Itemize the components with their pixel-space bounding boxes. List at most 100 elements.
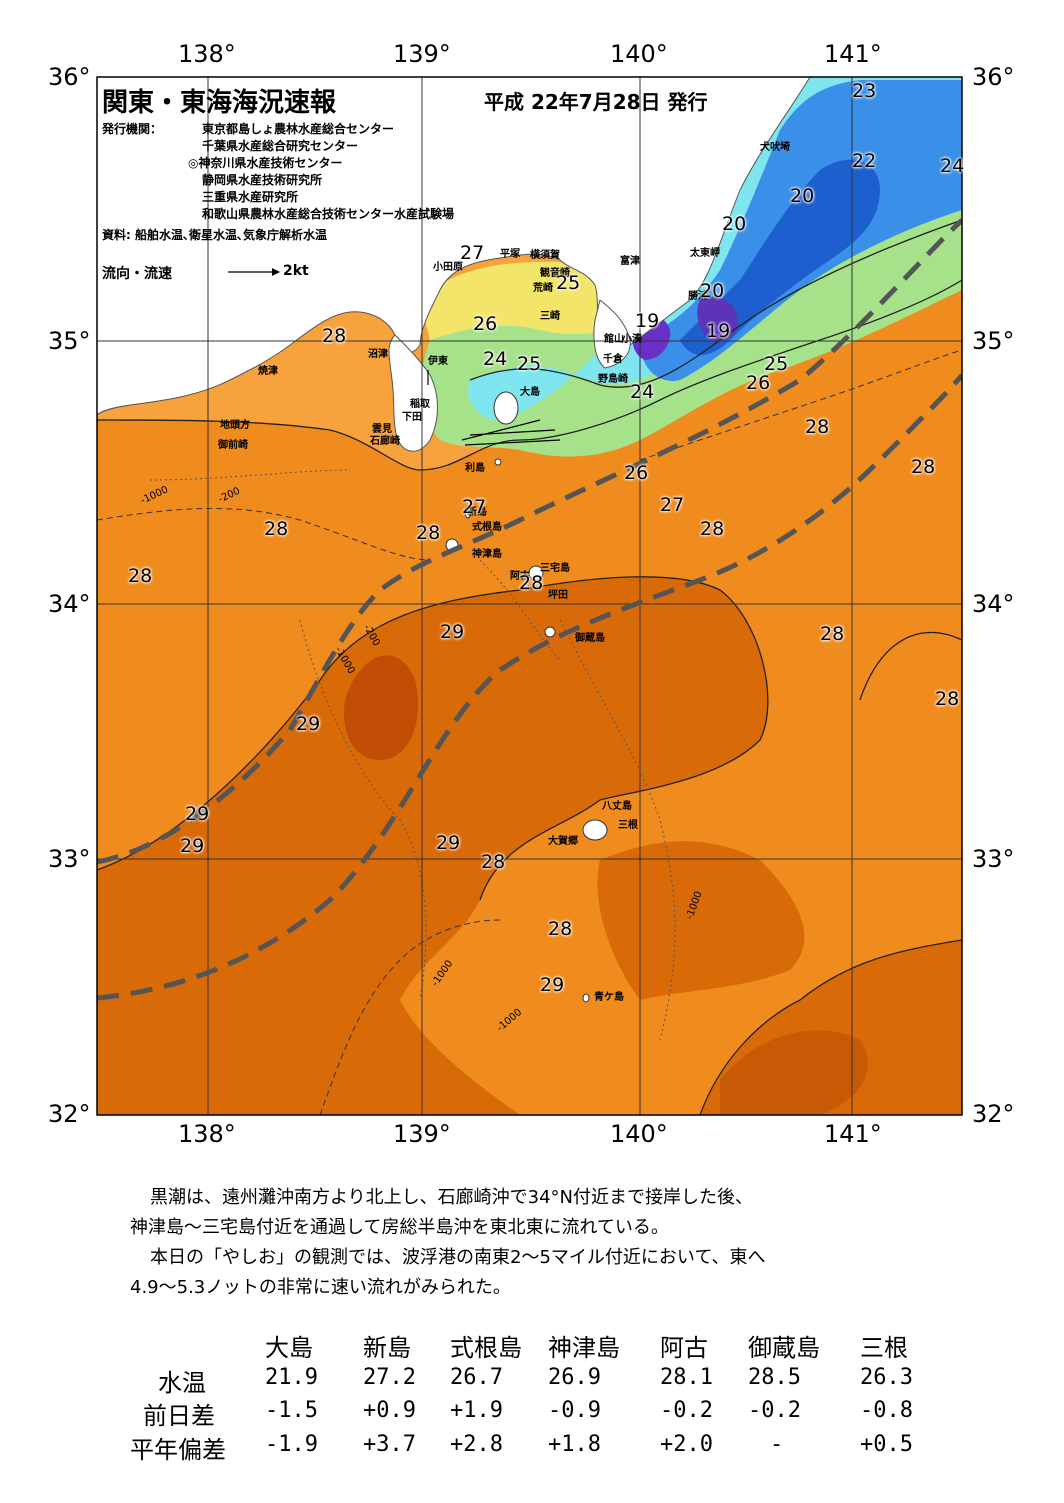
description-line-3: 本日の「やしお」の観測では、波浮港の南東2～5マイル付近において、東へ xyxy=(150,1247,766,1268)
isotherms-dashed xyxy=(97,349,962,1115)
place-name-label: 三根 xyxy=(618,820,638,831)
zone-purple-2 xyxy=(697,296,739,342)
temperature-label: 28 xyxy=(935,688,960,710)
temperature-label: 28 xyxy=(416,522,441,544)
current-legend-label: 流向・流速 xyxy=(102,266,172,282)
isotherms xyxy=(97,219,962,1115)
table-cell: -0.8 xyxy=(860,1398,913,1423)
table-column-header: 神津島 xyxy=(548,1334,620,1362)
table-column-header: 式根島 xyxy=(450,1334,522,1362)
isobaths xyxy=(149,469,676,1041)
issuer-2: 千葉県水産総合研究センター xyxy=(202,139,359,153)
table-cell: - xyxy=(770,1432,784,1457)
temperature-label: 26 xyxy=(746,372,771,394)
lon-bottom-141: 141° xyxy=(824,1120,882,1148)
island-toshima xyxy=(494,458,502,466)
hot-core-2 xyxy=(720,1030,868,1115)
issuer-5: 三重県水産研究所 xyxy=(202,190,299,204)
place-name-label: 大賀郷 xyxy=(548,836,578,847)
temperature-label: 29 xyxy=(185,803,210,825)
place-name-label: 野島崎 xyxy=(598,374,628,385)
island-oshima xyxy=(493,391,519,425)
table-cell: 28.1 xyxy=(660,1365,713,1390)
temperature-label: 19 xyxy=(635,310,660,332)
temperature-label: 24 xyxy=(630,381,655,403)
island-mikurajima xyxy=(544,626,556,638)
lon-top-140: 140° xyxy=(610,40,668,68)
lat-left-33: 33° xyxy=(48,845,91,873)
lat-right-34: 34° xyxy=(972,590,1015,618)
temperature-label: 29 xyxy=(436,832,461,854)
hot-core xyxy=(344,655,419,760)
temperature-label: 28 xyxy=(322,325,347,347)
temperature-label: 23 xyxy=(852,80,877,102)
place-name-label: 新島 xyxy=(467,507,487,518)
place-name-label: 八丈島 xyxy=(602,801,632,812)
island-aogashima xyxy=(582,993,590,1003)
table-cell: 27.2 xyxy=(363,1365,416,1390)
issuer-4: 静岡県水産技術研究所 xyxy=(202,173,323,187)
island-niijima xyxy=(464,505,472,519)
issuer-3: ◎神奈川県水産技術センター xyxy=(188,156,343,170)
lat-right-35: 35° xyxy=(972,327,1015,355)
lat-left-36: 36° xyxy=(48,63,91,91)
lat-right-33: 33° xyxy=(972,845,1015,873)
temperature-label: 27 xyxy=(460,242,485,264)
map-title: 関東・東海海況速報 xyxy=(102,88,337,118)
lat-left-35: 35° xyxy=(48,327,91,355)
table-row-label: 前日差 xyxy=(143,1402,215,1430)
place-name-label: 稲取 xyxy=(410,399,430,410)
issuers-label: 発行機関： xyxy=(102,122,163,136)
temperature-label: 19 xyxy=(706,320,731,342)
place-name-label: 御前崎 xyxy=(218,440,248,451)
place-name-label: 千倉 xyxy=(603,354,623,365)
temperature-label: 20 xyxy=(700,280,725,302)
place-name-label: 利島 xyxy=(465,463,485,474)
lon-top-141: 141° xyxy=(824,40,882,68)
table-cell: 28.5 xyxy=(748,1365,801,1390)
lat-left-32: 32° xyxy=(48,1100,91,1128)
table-cell: +1.9 xyxy=(450,1398,503,1423)
table-column-header: 御蔵島 xyxy=(748,1334,820,1362)
lon-bottom-139: 139° xyxy=(393,1120,451,1148)
place-name-label: 勝浦 xyxy=(688,291,708,302)
map-frame xyxy=(96,76,963,1116)
place-name-label: 平塚 xyxy=(500,249,520,260)
temperature-label: 28 xyxy=(548,918,573,940)
place-name-label: 坪田 xyxy=(548,590,568,601)
place-name-label: 焼津 xyxy=(258,366,278,377)
temperature-label: 20 xyxy=(790,185,815,207)
table-cell: -0.2 xyxy=(748,1398,801,1423)
table-column-header: 新島 xyxy=(363,1334,411,1362)
temperature-label: 26 xyxy=(473,313,498,335)
temperature-label: 27 xyxy=(462,496,487,518)
table-cell: -0.2 xyxy=(660,1398,713,1423)
temperature-label: 29 xyxy=(440,621,465,643)
temperature-label: 29 xyxy=(296,713,321,735)
place-name-label: 三宅島 xyxy=(540,563,570,574)
temperature-label: 26 xyxy=(624,462,649,484)
temperature-label: 28 xyxy=(700,518,725,540)
lon-bottom-140: 140° xyxy=(610,1120,668,1148)
island-miyakejima xyxy=(528,565,544,581)
graticule xyxy=(97,77,962,1115)
temperature-label: 28 xyxy=(128,565,153,587)
place-name-label: 青ケ島 xyxy=(594,992,624,1003)
land-kanto xyxy=(97,77,811,416)
island-hachijojima xyxy=(582,819,608,841)
temperature-label: 29 xyxy=(540,974,565,996)
place-name-label: 神津島 xyxy=(472,549,502,560)
place-name-label: 犬吠埼 xyxy=(760,142,790,153)
place-name-label: 太東岬 xyxy=(690,248,720,259)
table-cell: -1.9 xyxy=(265,1432,318,1457)
place-name-label: 御蔵島 xyxy=(575,633,605,644)
issue-date: 平成 22年7月28日 発行 xyxy=(484,90,708,114)
lon-top-139: 139° xyxy=(393,40,451,68)
place-name-label: 阿古 xyxy=(510,571,530,582)
current-legend-scale: 2kt xyxy=(283,263,309,279)
temperature-label: 29 xyxy=(180,835,205,857)
land-boso-tip xyxy=(593,299,631,369)
place-name-label: 雲見 xyxy=(372,424,392,435)
description-line-4: 4.9～5.3ノットの非常に速い流れがみられた。 xyxy=(130,1277,511,1298)
